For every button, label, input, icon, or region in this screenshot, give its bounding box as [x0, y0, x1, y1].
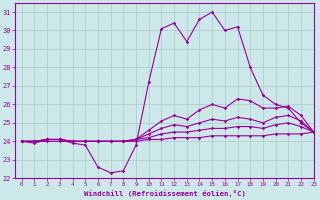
X-axis label: Windchill (Refroidissement éolien,°C): Windchill (Refroidissement éolien,°C) [84, 190, 245, 197]
